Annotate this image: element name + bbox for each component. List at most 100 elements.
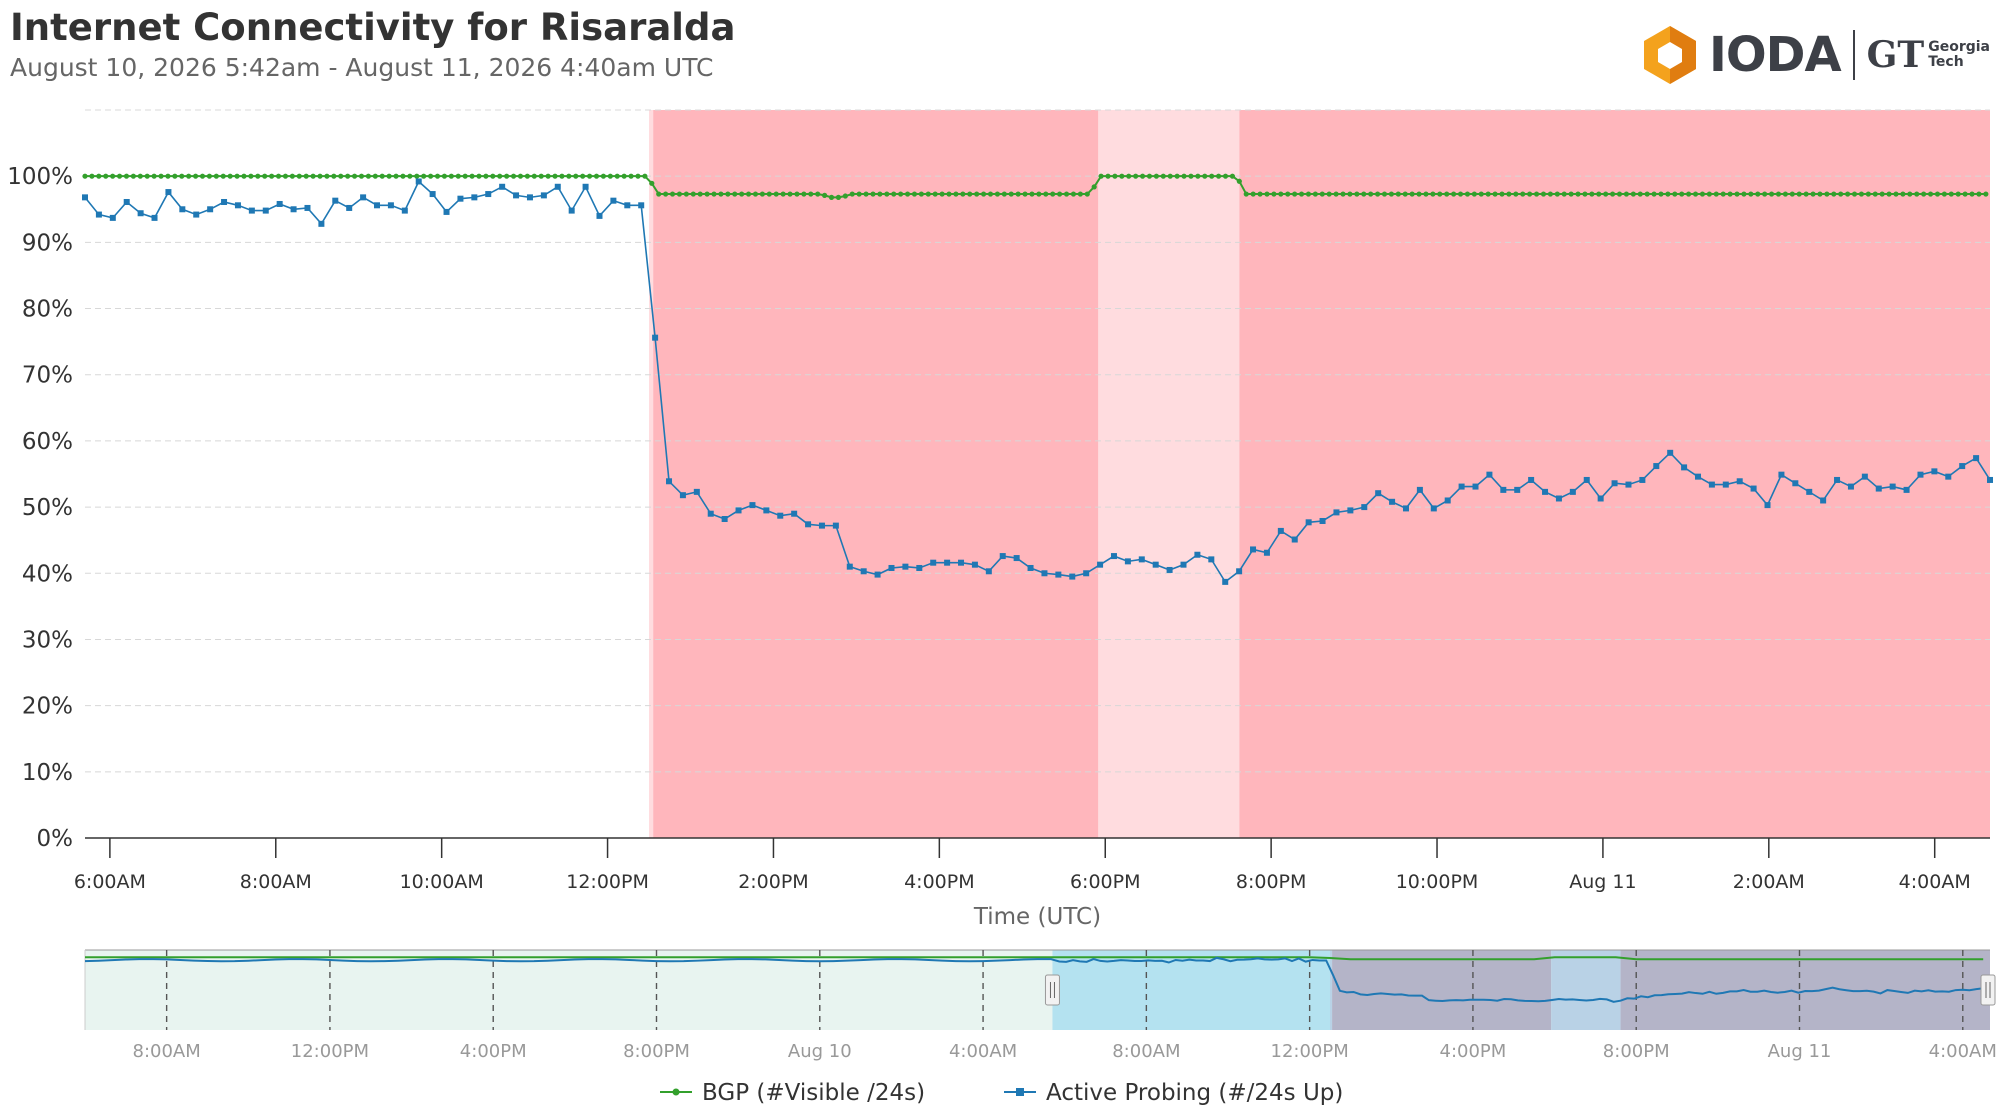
- bgp-point: [1616, 191, 1623, 197]
- bgp-point: [1768, 191, 1775, 197]
- active-probing-point: [1708, 481, 1715, 488]
- bgp-point: [1720, 191, 1726, 197]
- active-probing-point: [457, 195, 464, 202]
- active-probing-point: [276, 200, 283, 207]
- active-probing-point: [1597, 495, 1604, 502]
- bgp-point: [1540, 191, 1547, 197]
- active-probing-point: [429, 191, 436, 198]
- legend[interactable]: BGP (#Visible /24s) Active Probing (#/24…: [660, 1080, 1343, 1106]
- bgp-point: [649, 180, 655, 186]
- bgp-point: [1381, 191, 1388, 197]
- bgp-point: [400, 173, 406, 179]
- bgp-point: [787, 191, 793, 197]
- active-probing-point: [1222, 578, 1229, 585]
- bgp-point: [476, 173, 482, 179]
- active-probing-point: [1973, 455, 1980, 462]
- bgp-point: [808, 191, 814, 197]
- active-probing-point: [1500, 486, 1507, 493]
- bgp-point: [331, 173, 337, 179]
- active-probing-point: [1486, 471, 1493, 478]
- legend-item-active-probing[interactable]: Active Probing (#/24s Up): [1004, 1080, 1343, 1106]
- bgp-point: [1893, 191, 1899, 197]
- active-probing-point: [1263, 549, 1270, 556]
- bgp-point: [469, 173, 475, 179]
- bgp-point: [987, 191, 994, 197]
- bgp-point: [704, 191, 710, 197]
- bgp-point: [1872, 191, 1878, 197]
- active-probing-point: [568, 207, 575, 214]
- active-probing-point: [304, 204, 311, 211]
- bgp-point: [483, 173, 489, 179]
- y-tick-label: 40%: [22, 561, 73, 587]
- active-probing-point: [1555, 495, 1562, 502]
- bgp-point: [1312, 191, 1318, 197]
- bgp-point: [573, 173, 579, 179]
- navigator-right-handle[interactable]: [1980, 974, 1996, 1006]
- bgp-point: [1043, 191, 1049, 197]
- bgp-point: [656, 191, 662, 197]
- navigator[interactable]: 8:00AM 12:00PM 4:00PM 8:00PM Aug 10 4:00AM 8:0…: [84, 949, 1997, 1062]
- active-probing-point: [1931, 468, 1938, 475]
- bgp-point: [1008, 191, 1014, 197]
- bgp-point: [345, 173, 351, 179]
- bgp-point: [1775, 191, 1782, 197]
- active-probing-point: [1722, 481, 1729, 488]
- bgp-point: [586, 173, 593, 179]
- bgp-point: [455, 173, 461, 179]
- bgp-point: [1838, 191, 1844, 197]
- navigator-handles[interactable]: [1044, 974, 1996, 1006]
- navigator-outage-band-2: [1551, 950, 1621, 1030]
- legend-active-probing-label: Active Probing (#/24s Up): [1046, 1080, 1343, 1106]
- active-probing-point: [805, 521, 812, 528]
- x-tick-label: 10:00AM: [400, 871, 484, 893]
- active-probing-point: [735, 507, 742, 514]
- bgp-point: [497, 173, 503, 179]
- bgp-point: [421, 173, 427, 179]
- bgp-point: [1361, 191, 1367, 197]
- bgp-point: [1665, 191, 1671, 197]
- navigator-outage-band-1: [1332, 950, 1552, 1030]
- bgp-point: [282, 173, 289, 179]
- outage-band-0: [649, 110, 654, 838]
- bgp-point: [1983, 191, 1989, 197]
- active-probing-point: [1208, 556, 1215, 563]
- active-probing-point: [1889, 483, 1896, 490]
- bgp-point: [683, 191, 689, 197]
- navigator-tick-label: 4:00AM: [1929, 1041, 1997, 1062]
- x-tick-label: 4:00AM: [1899, 871, 1971, 893]
- bgp-point: [1886, 191, 1892, 197]
- bgp-point: [186, 173, 192, 179]
- navigator-left-handle[interactable]: [1044, 974, 1060, 1006]
- bgp-point: [1575, 191, 1581, 197]
- bgp-point: [877, 191, 883, 197]
- navigator-bgp-line: [85, 956, 1984, 961]
- bgp-point: [780, 191, 786, 197]
- bgp-point: [1416, 191, 1422, 197]
- legend-bgp-marker: [672, 1088, 680, 1096]
- bgp-point: [1105, 173, 1111, 179]
- bgp-point: [524, 173, 530, 179]
- active-probing-point: [248, 207, 255, 214]
- bgp-point: [1658, 191, 1664, 197]
- bgp-point: [801, 191, 807, 197]
- active-probing-point: [1681, 464, 1688, 471]
- active-probing-point: [1389, 498, 1396, 505]
- navigator-outage-band-0: [1330, 950, 1333, 1030]
- bgp-point: [213, 173, 219, 179]
- legend-item-bgp[interactable]: BGP (#Visible /24s): [660, 1080, 925, 1106]
- bgp-point: [1202, 173, 1208, 179]
- active-probing-point: [332, 197, 339, 204]
- bgp-point: [593, 173, 600, 179]
- active-probing-point: [540, 192, 547, 199]
- active-probing-point: [1820, 497, 1827, 504]
- bgp-point: [559, 173, 565, 179]
- bgp-point: [1215, 173, 1222, 179]
- bgp-point: [158, 173, 164, 179]
- active-probing-point: [165, 189, 172, 196]
- bgp-point: [1050, 191, 1056, 197]
- bgp-point: [918, 191, 924, 197]
- bgp-point: [1561, 191, 1567, 197]
- active-probing-point: [151, 214, 158, 221]
- active-probing-point: [499, 183, 506, 190]
